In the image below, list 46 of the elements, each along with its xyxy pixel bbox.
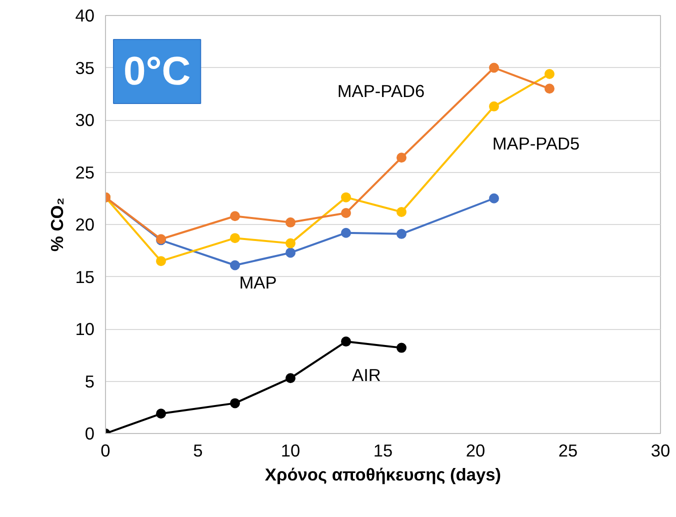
point: [286, 373, 296, 384]
point: [341, 336, 351, 347]
x-tick-label: 5: [193, 440, 203, 460]
point: [396, 228, 406, 239]
point: [230, 398, 240, 408]
point: [544, 69, 554, 80]
point: [489, 62, 499, 73]
point: [396, 342, 406, 353]
point: [341, 192, 351, 202]
y-tick-label: 40: [75, 6, 95, 26]
x-tick-label: 25: [558, 440, 578, 460]
point: [286, 238, 296, 248]
y-tick-label: 10: [75, 319, 95, 339]
x-tick-label: 0: [100, 440, 110, 460]
series-label: AIR: [352, 364, 381, 385]
y-tick-label: 25: [75, 162, 95, 182]
point: [396, 206, 406, 217]
point: [230, 211, 240, 222]
x-tick-label: 30: [650, 440, 670, 460]
y-tick-label: 15: [75, 266, 95, 287]
y-tick-label: 5: [84, 371, 95, 392]
point: [230, 260, 240, 270]
point: [341, 228, 351, 238]
y-axis-title: % CO₂: [47, 198, 68, 252]
x-tick-label: 20: [466, 440, 486, 460]
x-axis-title: Χρόνος αποθήκευσης (days): [264, 464, 502, 484]
series-label: MAP: [239, 272, 277, 292]
point: [396, 152, 406, 163]
point: [230, 233, 240, 244]
point: [341, 208, 351, 218]
series-label: MAP-PAD6: [337, 80, 425, 101]
point: [156, 408, 166, 419]
point: [156, 256, 166, 266]
point: [286, 217, 296, 228]
text: 0°C: [124, 50, 191, 94]
y-tick-label: 30: [75, 110, 95, 130]
x-tick-label: 15: [373, 440, 393, 460]
series-label: MAP-PAD5: [492, 133, 580, 154]
x-tick-label: 10: [280, 440, 300, 460]
y-tick-label: 0: [84, 424, 95, 444]
y-tick-label: 35: [75, 58, 95, 78]
point: [489, 101, 499, 112]
y-tick-label: 20: [75, 214, 95, 234]
point: [286, 248, 296, 258]
point: [489, 193, 499, 204]
point: [544, 84, 554, 94]
